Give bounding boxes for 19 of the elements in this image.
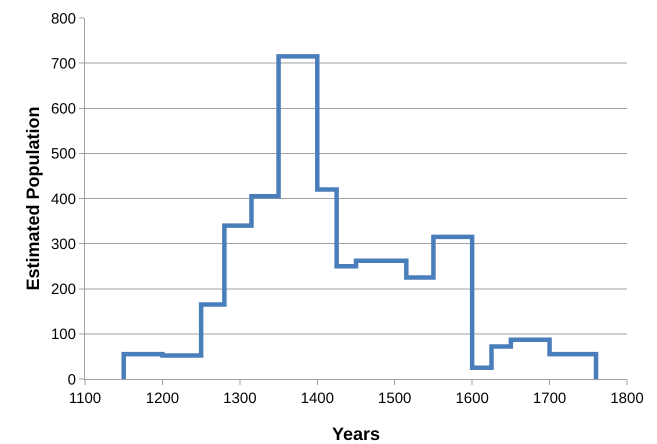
x-tick-label: 1200 [146, 390, 180, 407]
y-tick-label: 800 [50, 10, 76, 28]
y-axis-title: Estimated Population [23, 106, 43, 291]
x-tick-label: 1600 [455, 390, 489, 407]
y-tick-label: 600 [50, 100, 76, 118]
y-tick-label: 0 [68, 371, 76, 388]
x-tick-label: 1400 [300, 390, 334, 407]
x-tick-label: 1800 [610, 390, 644, 407]
x-axis-title: Years [332, 424, 380, 444]
y-tick-label: 300 [50, 236, 76, 253]
x-tick-label: 1300 [223, 390, 257, 407]
x-tick-label: 1100 [68, 390, 102, 407]
y-tick-label: 500 [50, 146, 76, 163]
x-tick-label: 1500 [378, 390, 412, 407]
y-tick-label: 700 [50, 55, 76, 72]
x-tick-label: 1700 [532, 390, 566, 407]
y-tick-label: 200 [50, 281, 76, 298]
y-tick-label: 400 [50, 190, 76, 208]
y-tick-label: 100 [50, 326, 76, 344]
